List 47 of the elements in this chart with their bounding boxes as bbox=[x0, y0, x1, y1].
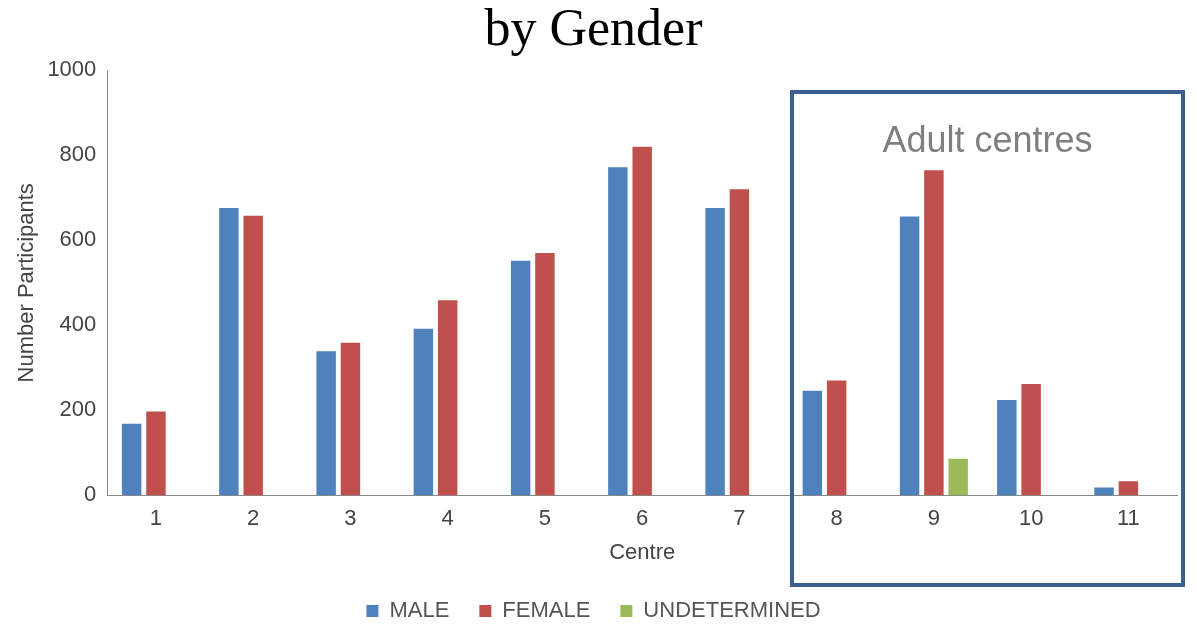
x-tick-label: 1 bbox=[149, 505, 163, 531]
bar bbox=[705, 208, 725, 496]
bar bbox=[437, 300, 458, 496]
y-tick-label: 0 bbox=[84, 481, 97, 507]
bar bbox=[1118, 481, 1139, 496]
x-tick-label: 2 bbox=[247, 505, 260, 531]
annotation: Adult centres bbox=[882, 119, 1093, 161]
x-tick-label: 6 bbox=[636, 505, 649, 531]
bar bbox=[243, 215, 263, 496]
bar bbox=[826, 380, 847, 496]
legend-label: FEMALE bbox=[502, 597, 591, 623]
x-tick-label: 11 bbox=[1116, 505, 1140, 531]
x-tick-label: 3 bbox=[344, 505, 357, 531]
bar bbox=[413, 328, 434, 496]
x-tick-label: 7 bbox=[733, 505, 746, 531]
x-tick-label: 9 bbox=[927, 505, 941, 531]
bar bbox=[510, 260, 531, 496]
bar bbox=[802, 390, 823, 496]
bar bbox=[121, 423, 142, 496]
bar bbox=[608, 167, 628, 496]
x-axis-title: Centre bbox=[609, 538, 676, 564]
bar bbox=[729, 189, 750, 496]
bar bbox=[997, 400, 1017, 496]
bar bbox=[340, 342, 361, 496]
y-tick-label: 1000 bbox=[47, 56, 97, 82]
bar bbox=[899, 216, 920, 496]
bar bbox=[948, 458, 968, 496]
bar bbox=[146, 411, 166, 496]
y-tick-label: 400 bbox=[59, 311, 97, 337]
chart-title: by Gender bbox=[484, 0, 703, 56]
x-tick-label: 5 bbox=[538, 505, 552, 531]
bar bbox=[1094, 487, 1114, 496]
bar bbox=[632, 146, 652, 496]
legend-label: UNDETERMINED bbox=[643, 597, 821, 623]
x-tick-label: 4 bbox=[441, 505, 454, 531]
bar bbox=[924, 170, 944, 496]
y-tick-label: 200 bbox=[59, 396, 97, 422]
y-tick-label: 600 bbox=[59, 226, 97, 252]
bar bbox=[1021, 383, 1041, 496]
y-tick-label: 800 bbox=[59, 141, 97, 167]
y-axis-title: Number Participants bbox=[13, 183, 39, 383]
x-tick-label: 8 bbox=[830, 505, 843, 531]
bar bbox=[535, 253, 555, 496]
bar bbox=[219, 208, 239, 496]
bar bbox=[316, 351, 336, 496]
x-tick-label: 10 bbox=[1018, 505, 1044, 531]
legend-label: MALE bbox=[389, 597, 450, 623]
